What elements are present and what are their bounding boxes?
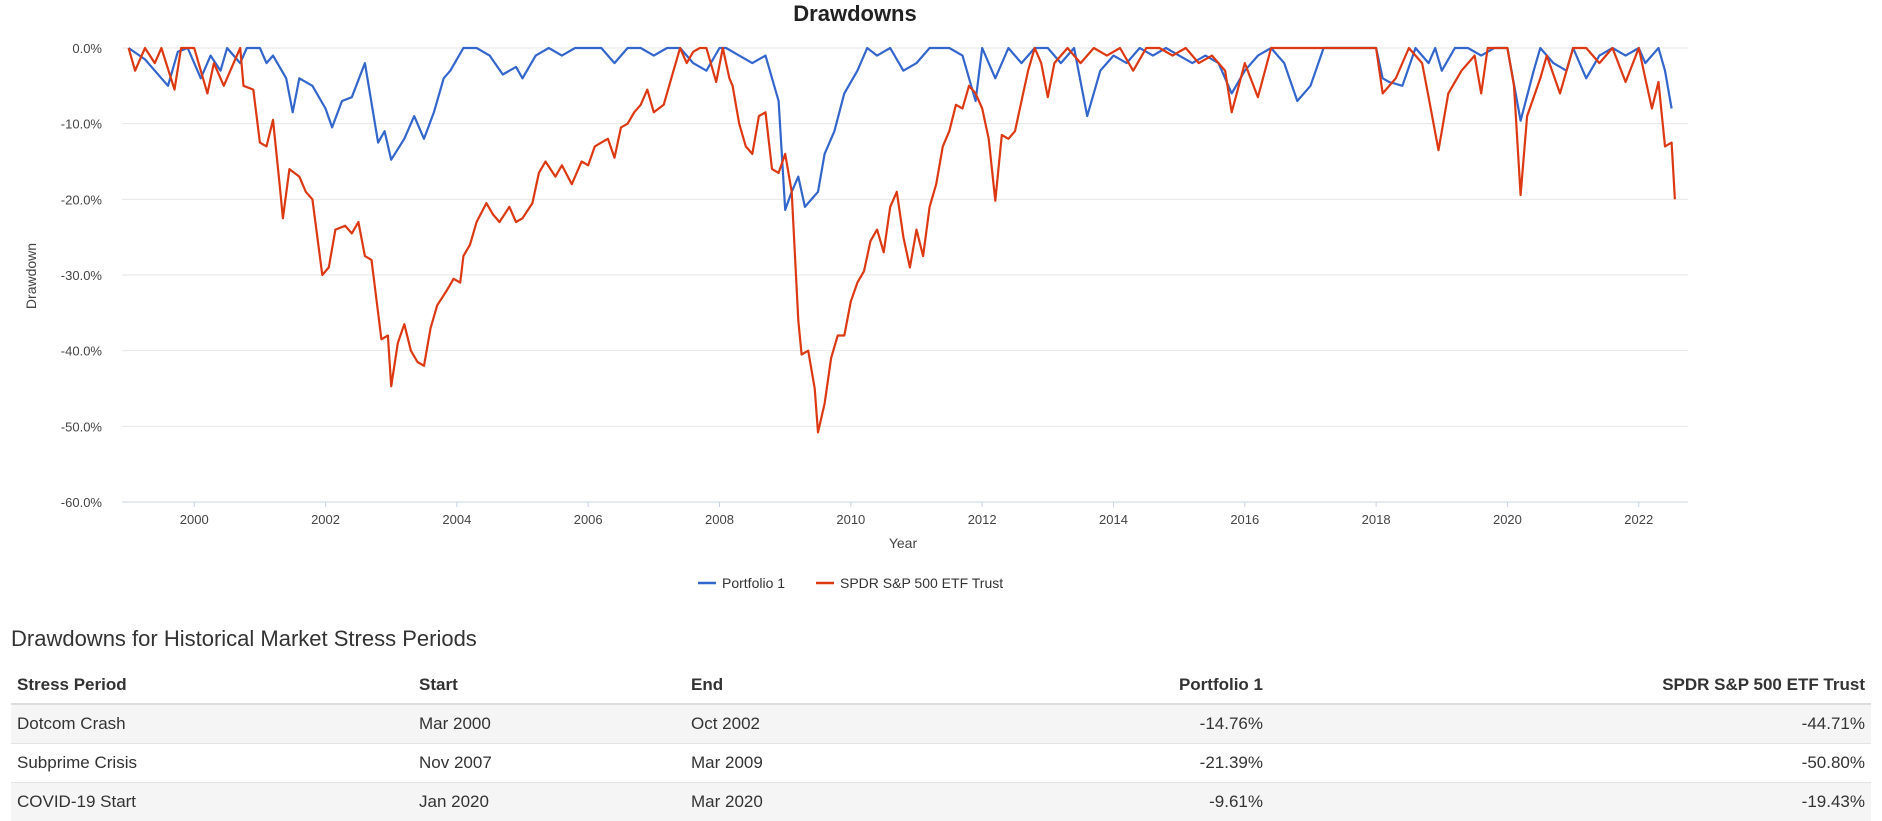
x-tick-label: 2006 <box>574 512 603 527</box>
cell-stress-period: Dotcom Crash <box>11 704 413 744</box>
x-tick-label: 2008 <box>705 512 734 527</box>
x-axis-label: Year <box>889 535 918 551</box>
stress-periods-title: Drawdowns for Historical Market Stress P… <box>11 626 477 652</box>
cell-portfolio-1: -14.76% <box>957 704 1269 744</box>
x-tick-label: 2022 <box>1624 512 1653 527</box>
header-stress-period: Stress Period <box>11 667 413 704</box>
y-tick-label: -20.0% <box>61 192 103 207</box>
header-spy: SPDR S&P 500 ETF Trust <box>1269 667 1871 704</box>
table-row: COVID-19 Start Jan 2020 Mar 2020 -9.61% … <box>11 783 1871 821</box>
cell-end: Oct 2002 <box>685 704 957 744</box>
table-row: Subprime Crisis Nov 2007 Mar 2009 -21.39… <box>11 744 1871 783</box>
table-row: Dotcom Crash Mar 2000 Oct 2002 -14.76% -… <box>11 704 1871 744</box>
y-tick-label: -30.0% <box>61 268 103 283</box>
cell-start: Mar 2000 <box>413 704 685 744</box>
cell-stress-period: COVID-19 Start <box>11 783 413 821</box>
chart-title: Drawdowns <box>793 1 916 26</box>
drawdowns-chart-svg: Drawdowns 0.0% -10.0% -20.0% -30.0% -40.0% -5… <box>0 0 1882 610</box>
x-tick-label: 2018 <box>1362 512 1391 527</box>
cell-spy: -44.71% <box>1269 704 1871 744</box>
x-tick-label: 2012 <box>968 512 997 527</box>
header-portfolio-1: Portfolio 1 <box>957 667 1269 704</box>
x-tick-label: 2000 <box>180 512 209 527</box>
y-axis-label: Drawdown <box>23 243 39 309</box>
x-tick-label: 2004 <box>442 512 471 527</box>
legend: Portfolio 1 SPDR S&P 500 ETF Trust <box>698 575 1003 591</box>
y-tick-label: -40.0% <box>61 344 103 359</box>
legend-label: Portfolio 1 <box>722 575 785 591</box>
drawdowns-chart: Drawdowns 0.0% -10.0% -20.0% -30.0% -40.0% -5… <box>0 0 1882 610</box>
table-header-row: Stress Period Start End Portfolio 1 SPDR… <box>11 667 1871 704</box>
y-tick-label: 0.0% <box>72 41 102 56</box>
cell-stress-period: Subprime Crisis <box>11 744 413 783</box>
x-tick-label: 2016 <box>1230 512 1259 527</box>
series-line-1 <box>129 48 1672 210</box>
cell-spy: -50.80% <box>1269 744 1871 783</box>
x-tick-label: 2002 <box>311 512 340 527</box>
header-start: Start <box>413 667 685 704</box>
grid-layer <box>122 48 1688 502</box>
stress-periods-table: Stress Period Start End Portfolio 1 SPDR… <box>11 667 1871 821</box>
cell-spy: -19.43% <box>1269 783 1871 821</box>
cell-portfolio-1: -9.61% <box>957 783 1269 821</box>
legend-label: SPDR S&P 500 ETF Trust <box>840 575 1003 591</box>
x-tick-label: 2014 <box>1099 512 1128 527</box>
y-tick-label: -50.0% <box>61 419 103 434</box>
cell-end: Mar 2009 <box>685 744 957 783</box>
y-tick-label: -60.0% <box>61 495 103 510</box>
x-tick-label: 2010 <box>836 512 865 527</box>
cell-start: Nov 2007 <box>413 744 685 783</box>
series-line-2 <box>129 48 1675 432</box>
cell-start: Jan 2020 <box>413 783 685 821</box>
y-tick-label: -10.0% <box>61 117 103 132</box>
cell-end: Mar 2020 <box>685 783 957 821</box>
series-layer <box>129 48 1675 432</box>
cell-portfolio-1: -21.39% <box>957 744 1269 783</box>
header-end: End <box>685 667 957 704</box>
x-tick-label: 2020 <box>1493 512 1522 527</box>
